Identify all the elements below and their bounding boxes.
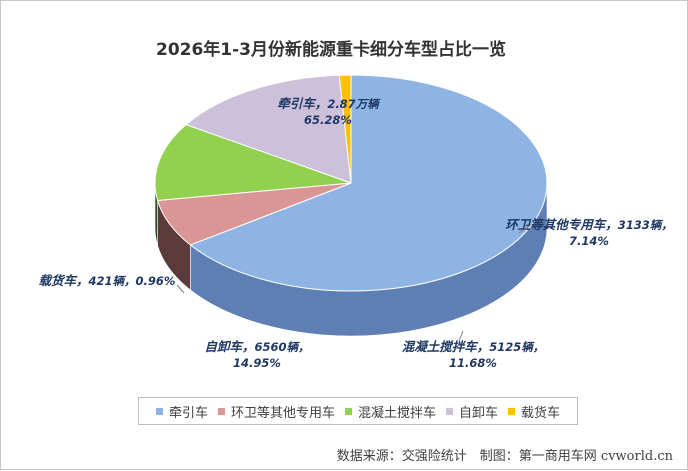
- leader-line-1: [458, 330, 464, 342]
- legend-swatch-4: [508, 407, 516, 415]
- slice-label-4: 载货车，421辆，0.96%: [39, 273, 176, 288]
- slice-0: [189, 74, 548, 292]
- slice-label-pct-2: 11.68%: [449, 356, 497, 370]
- legend-item-4: 载货车: [508, 402, 560, 421]
- legend-label-2: 混凝土搅拌车: [357, 405, 436, 421]
- legend-swatch-3: [446, 407, 453, 415]
- slice-label-count-0: 2.87万辆: [327, 97, 381, 111]
- slice-label-name-0: 牵引车，: [277, 96, 327, 111]
- slice-label-pct-0: 65.28%: [304, 113, 352, 127]
- slice-label-2: 混凝土搅拌车，5125辆，: [402, 339, 545, 354]
- legend-swatch-0: [155, 407, 163, 415]
- leader-line-2: [176, 284, 185, 294]
- chart-title: 2026年1-3月份新能源重卡细分车型占比一览: [156, 39, 506, 60]
- slice-label-name-1: 环卫等其他专用车，: [505, 217, 618, 232]
- legend-label-3: 自卸车: [459, 405, 499, 421]
- leader-line-0: [518, 224, 532, 234]
- legend-item-2: 混凝土搅拌车: [344, 402, 436, 421]
- legend: 牵引车 环卫等其他专用车 混凝土搅拌车 自卸车 载货车: [138, 397, 578, 425]
- slice-label-pct-1: 7.14%: [569, 234, 609, 248]
- legend-swatch-1: [217, 407, 225, 415]
- slice-label-count-2: 5125辆，: [489, 340, 544, 354]
- slice-label-3: 自卸车，6560辆，: [204, 339, 309, 354]
- slice-label-count-1: 3133辆，: [618, 218, 673, 232]
- legend-label-1: 环卫等其他专用车: [230, 405, 335, 421]
- legend-swatch-2: [344, 407, 352, 415]
- slice-label-name-4: 载货车，: [39, 273, 89, 288]
- slice-label-name-3: 自卸车，: [204, 339, 254, 354]
- slice-2: [154, 124, 352, 202]
- source-note: 数据来源：交强险统计 制图：第一商用车网 cvworld.cn: [336, 449, 673, 464]
- legend-label-4: 载货车: [521, 405, 561, 421]
- slice-3: [185, 74, 352, 184]
- legend-item-0: 牵引车: [155, 402, 208, 421]
- slice-label-count-3: 6560辆，: [255, 340, 310, 354]
- slice-label-1: 环卫等其他专用车，3133辆，: [505, 217, 673, 232]
- legend-item-1: 环卫等其他专用车: [217, 402, 335, 421]
- slice-labels: 牵引车，2.87万辆 65.28% 环卫等其他专用车，3133辆， 7.14% 混凝土搅…: [39, 96, 673, 370]
- legend-item-3: 自卸车: [446, 402, 498, 421]
- slice-label-name-2: 混凝土搅拌车，: [402, 339, 490, 354]
- slice-4: [338, 74, 352, 184]
- slice-label-0: 牵引车，2.87万辆: [277, 96, 381, 111]
- legend-label-0: 牵引车: [168, 405, 208, 421]
- slice-label-pct-3: 14.95%: [233, 356, 281, 370]
- pie-tops: [154, 74, 548, 292]
- slice-label-count-4: 421辆，0.96%: [88, 274, 176, 288]
